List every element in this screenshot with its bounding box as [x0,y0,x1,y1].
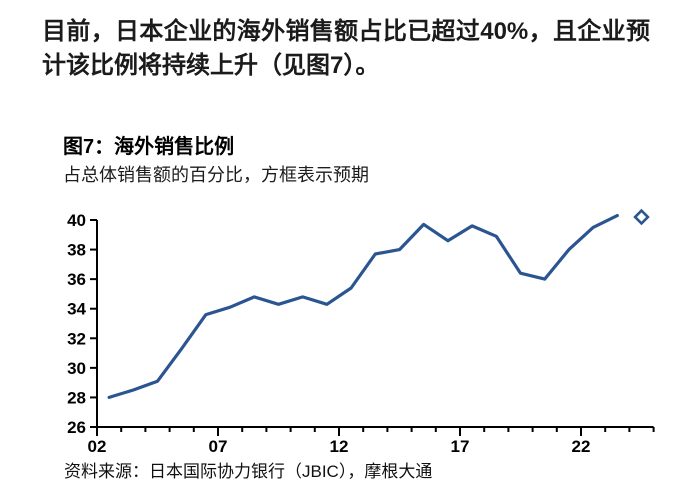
y-tick-label: 30 [67,359,86,378]
figure-subtitle: 占总体销售额的百分比，方框表示预期 [63,165,369,185]
overseas-sales-series-line [107,214,619,399]
x-tick-label: 02 [88,437,107,456]
y-tick-label: 38 [67,241,86,260]
x-tick-label: 17 [451,437,470,456]
x-tick-label: 12 [330,437,349,456]
y-tick-label: 40 [67,211,86,230]
y-tick-label: 26 [67,418,86,437]
figure-title: 图7：海外销售比例 [63,136,235,158]
y-tick-label: 28 [67,388,86,407]
y-tick-label: 36 [67,270,86,289]
body-paragraph: 目前，日本企业的海外销售额占比已超过40%，且企业预计该比例将持续上升（见图7）… [42,18,650,79]
forecast-diamond-marker [633,208,650,226]
overseas-sales-line-chart: 26 28 30 32 34 36 38 40 02 07 12 17 22 [67,208,655,456]
figure-source: 资料来源：日本国际协力银行（JBIC），摩根大通 [64,462,433,481]
x-tick-label: 07 [209,437,228,456]
y-tick-label: 32 [67,329,86,348]
y-tick-label: 34 [67,300,86,319]
x-tick-label: 22 [572,437,591,456]
